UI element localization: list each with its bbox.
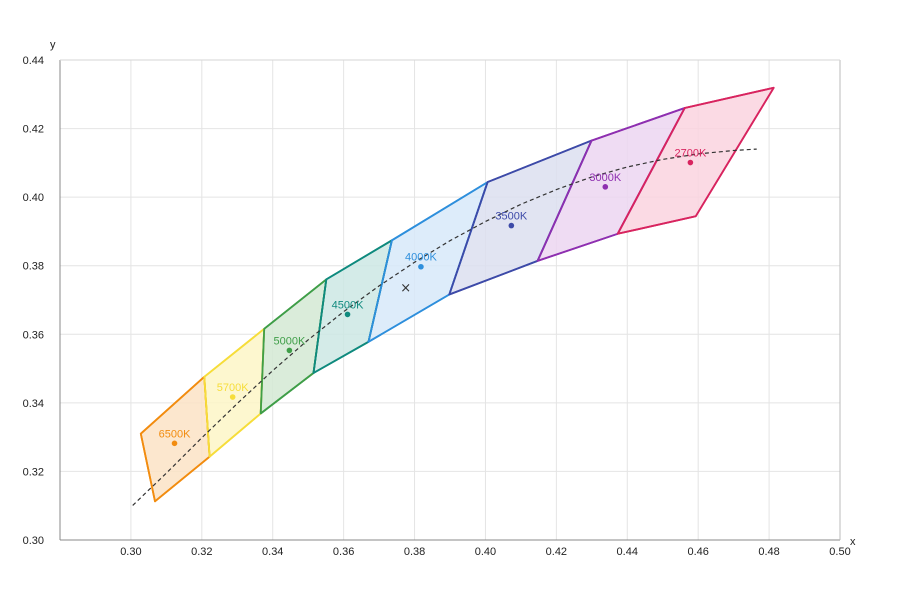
tick-labels: 0.30 0.32 0.34 0.36 0.38 0.40 0.42 0.44 0.46 0.48… bbox=[23, 55, 851, 558]
x-tick-label: 0.40 bbox=[475, 546, 496, 558]
x-tick-label: 0.30 bbox=[120, 546, 141, 558]
y-tick-label: 0.30 bbox=[23, 535, 44, 547]
y-tick-label: 0.40 bbox=[23, 192, 44, 204]
locus-curve bbox=[132, 148, 757, 506]
center-points: 6500K 5700K 5000K 4500K 4000K 3500K 3000K 2700K… bbox=[159, 148, 707, 447]
y-tick-label: 0.34 bbox=[23, 398, 44, 410]
center-point-3500k bbox=[508, 222, 515, 229]
x-tick-label: 0.38 bbox=[404, 546, 425, 558]
x-tick-label: 0.50 bbox=[829, 546, 850, 558]
y-tick-label: 0.32 bbox=[23, 466, 44, 478]
y-axis-label: y bbox=[50, 39, 56, 51]
quadrangle-label-4000k: 4000K bbox=[405, 252, 437, 264]
center-point-4500k bbox=[344, 311, 351, 318]
quadrangles bbox=[139, 86, 775, 503]
x-tick-label: 0.46 bbox=[687, 546, 708, 558]
quadrangle-outline-2700k bbox=[616, 86, 775, 235]
quadrangle-label-5700k: 5700K bbox=[217, 382, 249, 394]
center-point-5700k bbox=[229, 394, 236, 400]
x-tick-label: 0.32 bbox=[191, 546, 212, 558]
center-point-2700k bbox=[687, 159, 694, 166]
quadrangle-label-5000k: 5000K bbox=[273, 335, 305, 347]
x-tick-label: 0.48 bbox=[758, 546, 779, 558]
quadrangle-label-2700k: 2700K bbox=[674, 148, 706, 160]
planckian-locus bbox=[132, 148, 757, 506]
quadrangle-label-3500k: 3500K bbox=[495, 211, 527, 223]
axes bbox=[59, 59, 841, 541]
cross-marker: × bbox=[400, 281, 411, 296]
quadrangle-label-4500k: 4500K bbox=[332, 299, 364, 311]
x-tick-label: 0.42 bbox=[546, 546, 567, 558]
center-point-3000k bbox=[602, 184, 609, 190]
center-point-6500k bbox=[171, 440, 178, 447]
center-point-5000k bbox=[286, 347, 293, 354]
quadrangle-label-3000k: 3000K bbox=[589, 172, 621, 184]
x-tick-label: 0.36 bbox=[333, 546, 354, 558]
y-tick-label: 0.36 bbox=[23, 329, 44, 341]
y-tick-label: 0.38 bbox=[23, 261, 44, 273]
quadrangle-label-6500k: 6500K bbox=[159, 428, 191, 440]
y-tick-label: 0.42 bbox=[23, 124, 44, 136]
x-axis-label: x bbox=[850, 536, 856, 548]
x-tick-label: 0.44 bbox=[617, 546, 638, 558]
center-point-4000k bbox=[418, 263, 424, 270]
x-tick-label: 0.34 bbox=[262, 546, 283, 558]
y-tick-label: 0.44 bbox=[23, 55, 44, 67]
